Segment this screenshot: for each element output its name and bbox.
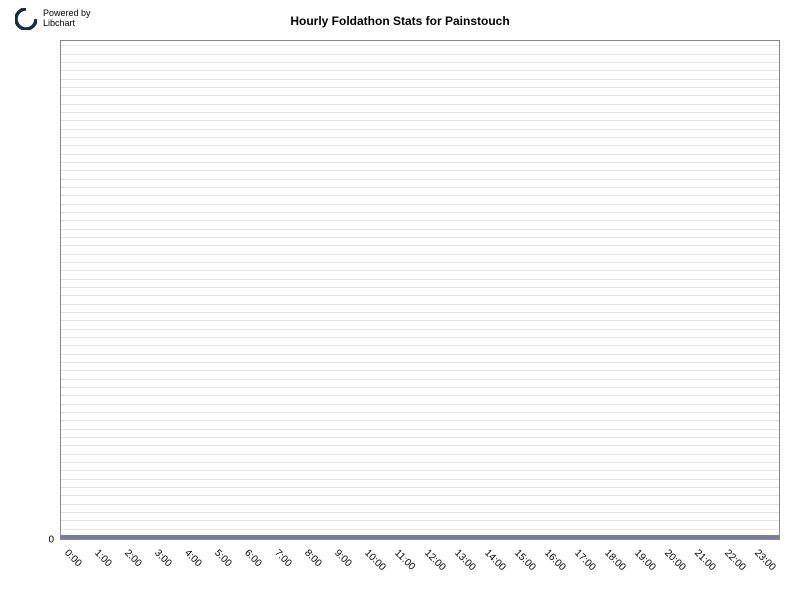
x-tick-label: 3:00 [152,548,174,570]
gridline [61,354,779,355]
gridline [61,245,779,246]
x-tick-label: 20:00 [662,548,687,573]
gridline [61,462,779,463]
y-tick-label: 0 [48,535,54,546]
gridline [61,379,779,380]
chart-title: Hourly Foldathon Stats for Painstouch [290,14,509,28]
gridline [61,412,779,413]
gridline [61,104,779,105]
x-tick-label: 21:00 [692,548,717,573]
x-tick-label: 13:00 [452,548,477,573]
gridline [61,512,779,513]
gridline [61,79,779,80]
x-tick-label: 7:00 [272,548,294,570]
gridline [61,420,779,421]
gridline [61,504,779,505]
gridline [61,237,779,238]
gridline [61,254,779,255]
gridline [61,179,779,180]
gridline [61,270,779,271]
gridline [61,112,779,113]
x-tick-label: 0:00 [62,548,84,570]
x-tick-label: 23:00 [752,548,777,573]
gridline [61,287,779,288]
gridline [61,137,779,138]
gridline [61,479,779,480]
chart-baseline [61,535,779,539]
gridline [61,187,779,188]
x-tick-label: 2:00 [122,548,144,570]
gridline [61,62,779,63]
gridline [61,395,779,396]
plot-area [60,40,780,540]
gridline [61,337,779,338]
x-tick-label: 19:00 [632,548,657,573]
gridline [61,429,779,430]
gridline [61,437,779,438]
x-tick-label: 6:00 [242,548,264,570]
x-tick-label: 18:00 [602,548,627,573]
x-tick-label: 9:00 [332,548,354,570]
gridline [61,495,779,496]
gridline [61,54,779,55]
gridline [61,320,779,321]
gridline [61,387,779,388]
x-tick-label: 10:00 [362,548,387,573]
gridline [61,145,779,146]
gridline [61,154,779,155]
x-tick-label: 17:00 [572,548,597,573]
gridline [61,129,779,130]
gridline [61,487,779,488]
gridline [61,95,779,96]
gridline [61,204,779,205]
x-tick-label: 11:00 [392,548,417,573]
libchart-logo-icon [15,8,37,30]
gridline [61,329,779,330]
x-tick-label: 8:00 [302,548,324,570]
x-tick-label: 22:00 [722,548,747,573]
gridline [61,212,779,213]
gridline [61,170,779,171]
gridline [61,70,779,71]
gridline [61,520,779,521]
x-tick-label: 16:00 [542,548,567,573]
x-tick-label: 5:00 [212,548,234,570]
x-tick-label: 4:00 [182,548,204,570]
gridline [61,120,779,121]
gridline [61,312,779,313]
gridline [61,362,779,363]
gridline [61,470,779,471]
gridline [61,529,779,530]
chart-container: 0 0:001:002:003:004:005:006:007:008:009:… [60,40,780,540]
x-tick-label: 14:00 [482,548,507,573]
gridline [61,295,779,296]
gridline [61,229,779,230]
gridline [61,87,779,88]
gridline [61,262,779,263]
gridline [61,404,779,405]
gridline [61,220,779,221]
gridline [61,45,779,46]
gridline [61,370,779,371]
logo-area: Powered by Libchart [15,8,91,30]
x-tick-label: 12:00 [422,548,447,573]
gridline [61,454,779,455]
gridline [61,195,779,196]
gridline [61,162,779,163]
gridline [61,304,779,305]
x-tick-label: 1:00 [92,548,114,570]
libchart-label: Libchart [43,19,91,29]
gridline [61,279,779,280]
gridline [61,345,779,346]
logo-text: Powered by Libchart [43,9,91,29]
x-tick-label: 15:00 [512,548,537,573]
gridline [61,445,779,446]
